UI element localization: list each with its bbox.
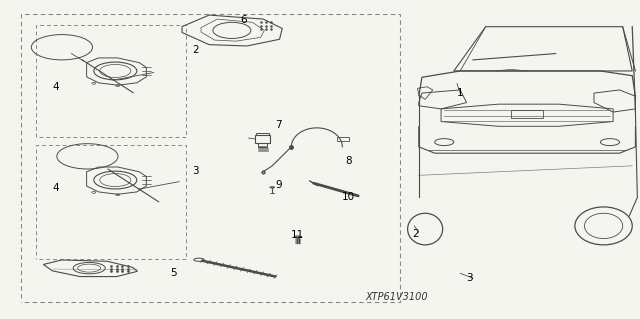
Text: 7: 7 bbox=[275, 120, 282, 130]
Text: 2: 2 bbox=[412, 229, 419, 239]
Bar bbox=[511, 110, 543, 118]
Bar bbox=[36, 25, 186, 137]
Bar bbox=[36, 145, 186, 259]
Text: 4: 4 bbox=[52, 82, 59, 92]
Text: 8: 8 bbox=[346, 156, 352, 166]
Bar bbox=[337, 137, 349, 141]
Text: 6: 6 bbox=[240, 15, 247, 26]
Text: 4: 4 bbox=[52, 183, 59, 193]
Text: 1: 1 bbox=[457, 88, 463, 98]
Text: 5: 5 bbox=[170, 268, 177, 278]
Text: 2: 2 bbox=[193, 45, 199, 56]
Text: 3: 3 bbox=[193, 166, 199, 175]
Text: XTP61V3100: XTP61V3100 bbox=[365, 292, 428, 302]
Text: 9: 9 bbox=[275, 180, 282, 190]
Bar bbox=[20, 14, 399, 302]
Text: 11: 11 bbox=[291, 230, 305, 241]
Bar bbox=[259, 143, 267, 147]
Bar bbox=[257, 133, 269, 135]
Text: 10: 10 bbox=[342, 192, 355, 203]
Text: 3: 3 bbox=[467, 273, 473, 283]
Bar bbox=[255, 135, 270, 143]
